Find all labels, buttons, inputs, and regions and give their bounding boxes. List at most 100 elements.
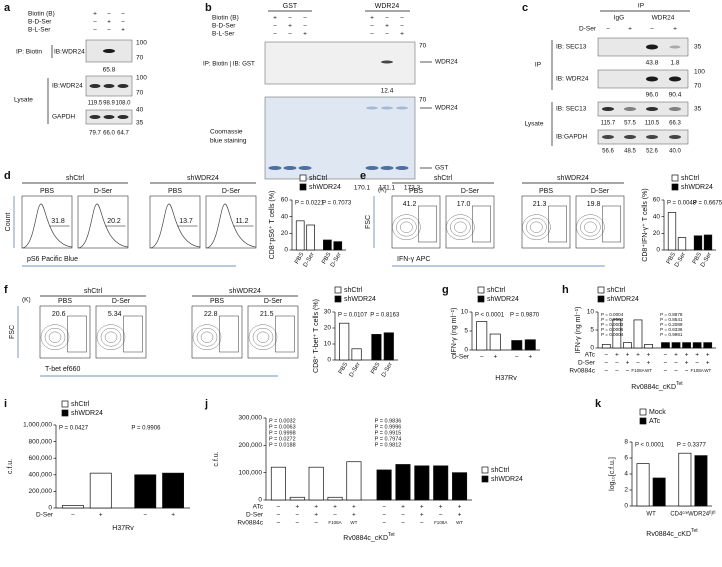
axis-label: IFN-γ (ng ml⁻¹) [451,308,458,355]
p-value: P = 0.2089 [660,322,683,327]
contour [196,327,218,347]
x-tick-label: PBS [692,252,703,265]
sign: − [515,354,519,361]
bar [383,332,394,361]
legend-label: shCtrl [487,287,506,294]
axis-label: c.f.u. [7,459,14,474]
p-value: P = 0.9503 [601,317,624,322]
gate-value: 20.2 [107,218,121,225]
label: shCtrl [434,175,453,182]
p-value: P = 0.6336 [660,327,683,332]
sign: − [121,11,125,18]
histogram [77,203,129,249]
quant: 12.4 [381,88,394,95]
band [381,106,393,110]
sign: − [664,352,668,359]
contour [104,331,118,343]
condition: PBS [40,188,54,195]
legend-label: shWDR24 [607,296,639,303]
gate-value: 41.2 [403,201,417,208]
plot-frame [39,305,91,359]
bar [511,340,523,351]
axis-label-sup: Tet [388,532,395,538]
row-label: D-Ser [36,512,54,519]
sign: WT [456,520,463,525]
plot-frame [149,195,201,249]
bar [636,463,650,507]
sign: + [674,352,678,359]
p-value: P = 0.0032 [269,418,296,424]
sign: − [303,15,307,22]
quant: 119.5 [88,101,103,107]
y-tick-label: 10 [461,309,469,316]
label: shWDR24 [229,288,261,295]
bar [327,496,343,501]
contour [400,221,413,233]
sign: − [400,23,404,30]
sign: − [382,520,386,527]
gate [123,315,143,353]
band [646,76,658,82]
x-tick-label: D-Ser [330,252,343,269]
axis-label-main: H37Rv [495,375,517,382]
label: WDR24 [652,15,675,22]
legend-swatch [477,295,485,303]
marker: 35 [694,106,702,113]
axis-label: FSC [9,325,16,339]
sign: − [615,368,619,375]
p-value: P = 0.8541 [660,317,683,322]
axis-label: Rv0884c_cKDTet [631,381,683,391]
blot [597,37,689,57]
row-label: ATc [585,352,596,359]
blot [597,69,689,89]
label: IB:GAPDH [556,134,587,141]
histogram [149,203,201,249]
legend-swatch [334,286,342,294]
p-value: P = 0.0427 [59,426,89,432]
x-tick-label: PBS [370,362,381,375]
band [283,166,297,170]
marker: 70 [136,90,144,97]
bar [682,342,691,349]
legend-label: shWDR24 [681,184,713,191]
sign: + [171,512,175,519]
legend-swatch [597,286,605,294]
contour [256,331,270,343]
y-tick-label: 40 [281,213,289,220]
gate-value: 5.34 [108,311,122,318]
label: IB:WDR24 [52,83,83,90]
row-label: Biotin (B) [28,11,55,18]
y-tick-label: 20 [324,325,332,332]
sign: − [400,15,404,22]
sign: + [695,352,699,359]
condition: PBS [58,298,72,305]
sign: + [333,504,337,511]
quant: 108.0 [115,101,131,107]
bar [433,465,449,501]
row-label: Rv0884c [569,368,595,375]
sign: − [303,23,307,30]
bar [306,224,315,251]
bar [692,342,702,349]
label: (K) [22,297,31,304]
histogram [21,203,73,249]
sign: − [273,23,277,30]
contour [576,214,605,241]
sign: + [685,352,689,359]
legend-swatch [61,409,69,417]
bar [633,319,643,349]
sign: − [604,368,608,375]
sign: + [706,360,710,367]
contour [530,221,543,233]
p-value: P = 0.0221 [295,201,325,207]
sign: − [288,15,292,22]
sign: − [420,520,424,527]
sign: − [107,11,111,18]
legend-label: shCtrl [71,401,90,408]
label: blue staining [210,138,247,145]
quant: 56.6 [602,149,614,155]
y-tick-label: 200,000 [239,442,263,449]
sign: + [626,360,630,367]
y-tick-label: 300,000 [239,415,263,422]
legend-swatch [639,408,647,416]
